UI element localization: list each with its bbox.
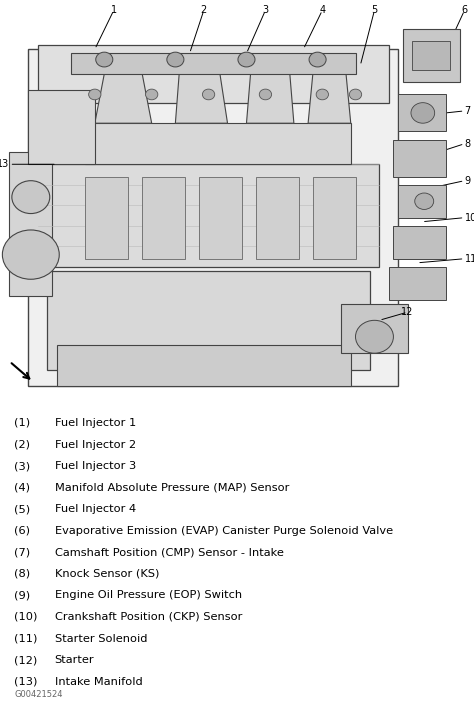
Text: (3): (3) <box>14 461 30 471</box>
Text: (2): (2) <box>14 439 30 449</box>
Bar <box>313 177 356 259</box>
Bar <box>85 177 128 259</box>
Circle shape <box>12 180 50 213</box>
Text: Fuel Injector 1: Fuel Injector 1 <box>55 418 136 428</box>
Bar <box>28 49 398 386</box>
Bar <box>393 140 446 177</box>
Text: (9): (9) <box>14 590 30 600</box>
Polygon shape <box>308 74 351 124</box>
Text: Camshaft Position (CMP) Sensor - Intake: Camshaft Position (CMP) Sensor - Intake <box>55 548 283 557</box>
Text: Fuel Injector 4: Fuel Injector 4 <box>55 504 136 514</box>
Bar <box>256 177 299 259</box>
Circle shape <box>356 320 393 353</box>
Text: 6: 6 <box>462 6 467 15</box>
Circle shape <box>411 102 435 124</box>
Bar <box>85 124 351 164</box>
Circle shape <box>309 52 326 67</box>
Text: (7): (7) <box>14 548 30 557</box>
Circle shape <box>167 52 184 67</box>
Polygon shape <box>175 62 228 124</box>
Text: (8): (8) <box>14 569 30 579</box>
Bar <box>142 177 185 259</box>
Text: 2: 2 <box>201 6 207 15</box>
Circle shape <box>202 89 215 100</box>
Polygon shape <box>246 66 294 124</box>
Text: 13: 13 <box>0 159 9 169</box>
Text: (6): (6) <box>14 526 30 536</box>
Text: (4): (4) <box>14 483 30 493</box>
Text: (13): (13) <box>14 677 37 687</box>
Bar <box>393 226 446 259</box>
Text: Evaporative Emission (EVAP) Canister Purge Solenoid Valve: Evaporative Emission (EVAP) Canister Pur… <box>55 526 392 536</box>
Bar <box>341 304 408 353</box>
Bar <box>57 345 351 386</box>
Text: (11): (11) <box>14 633 37 644</box>
Text: (10): (10) <box>14 612 37 622</box>
Text: (12): (12) <box>14 655 37 665</box>
Text: 7: 7 <box>465 106 471 116</box>
Bar <box>398 185 446 218</box>
Text: Fuel Injector 2: Fuel Injector 2 <box>55 439 136 449</box>
Text: (5): (5) <box>14 504 30 514</box>
Bar <box>47 271 370 369</box>
Text: Knock Sensor (KS): Knock Sensor (KS) <box>55 569 159 579</box>
Bar <box>38 45 389 102</box>
Circle shape <box>2 230 59 279</box>
Text: 9: 9 <box>465 176 471 186</box>
Bar <box>403 29 460 82</box>
Bar <box>71 53 356 74</box>
Text: (1): (1) <box>14 418 30 428</box>
Circle shape <box>96 52 113 67</box>
Bar <box>398 95 446 131</box>
Text: Intake Manifold: Intake Manifold <box>55 677 142 687</box>
Circle shape <box>146 89 158 100</box>
Bar <box>412 41 450 69</box>
Bar <box>389 267 446 300</box>
Text: Starter Solenoid: Starter Solenoid <box>55 633 147 644</box>
Text: 1: 1 <box>111 6 117 15</box>
Text: Fuel Injector 3: Fuel Injector 3 <box>55 461 136 471</box>
Bar <box>28 91 95 164</box>
Circle shape <box>415 193 434 209</box>
Text: 10: 10 <box>465 213 474 223</box>
Text: Engine Oil Pressure (EOP) Switch: Engine Oil Pressure (EOP) Switch <box>55 590 242 600</box>
Bar <box>199 177 242 259</box>
Circle shape <box>349 89 362 100</box>
Polygon shape <box>95 74 152 124</box>
Text: 12: 12 <box>401 307 414 317</box>
Text: 4: 4 <box>319 6 325 15</box>
Circle shape <box>316 89 328 100</box>
Bar <box>9 152 52 296</box>
Circle shape <box>238 52 255 67</box>
Text: Crankshaft Position (CKP) Sensor: Crankshaft Position (CKP) Sensor <box>55 612 242 622</box>
Text: 11: 11 <box>465 253 474 264</box>
Text: Starter: Starter <box>55 655 94 665</box>
Text: G00421524: G00421524 <box>14 690 63 699</box>
Text: 8: 8 <box>465 139 471 149</box>
Text: 5: 5 <box>371 6 378 15</box>
Text: 3: 3 <box>263 6 268 15</box>
Bar <box>38 164 379 267</box>
Text: Manifold Absolute Pressure (MAP) Sensor: Manifold Absolute Pressure (MAP) Sensor <box>55 483 289 493</box>
Circle shape <box>259 89 272 100</box>
Circle shape <box>89 89 101 100</box>
